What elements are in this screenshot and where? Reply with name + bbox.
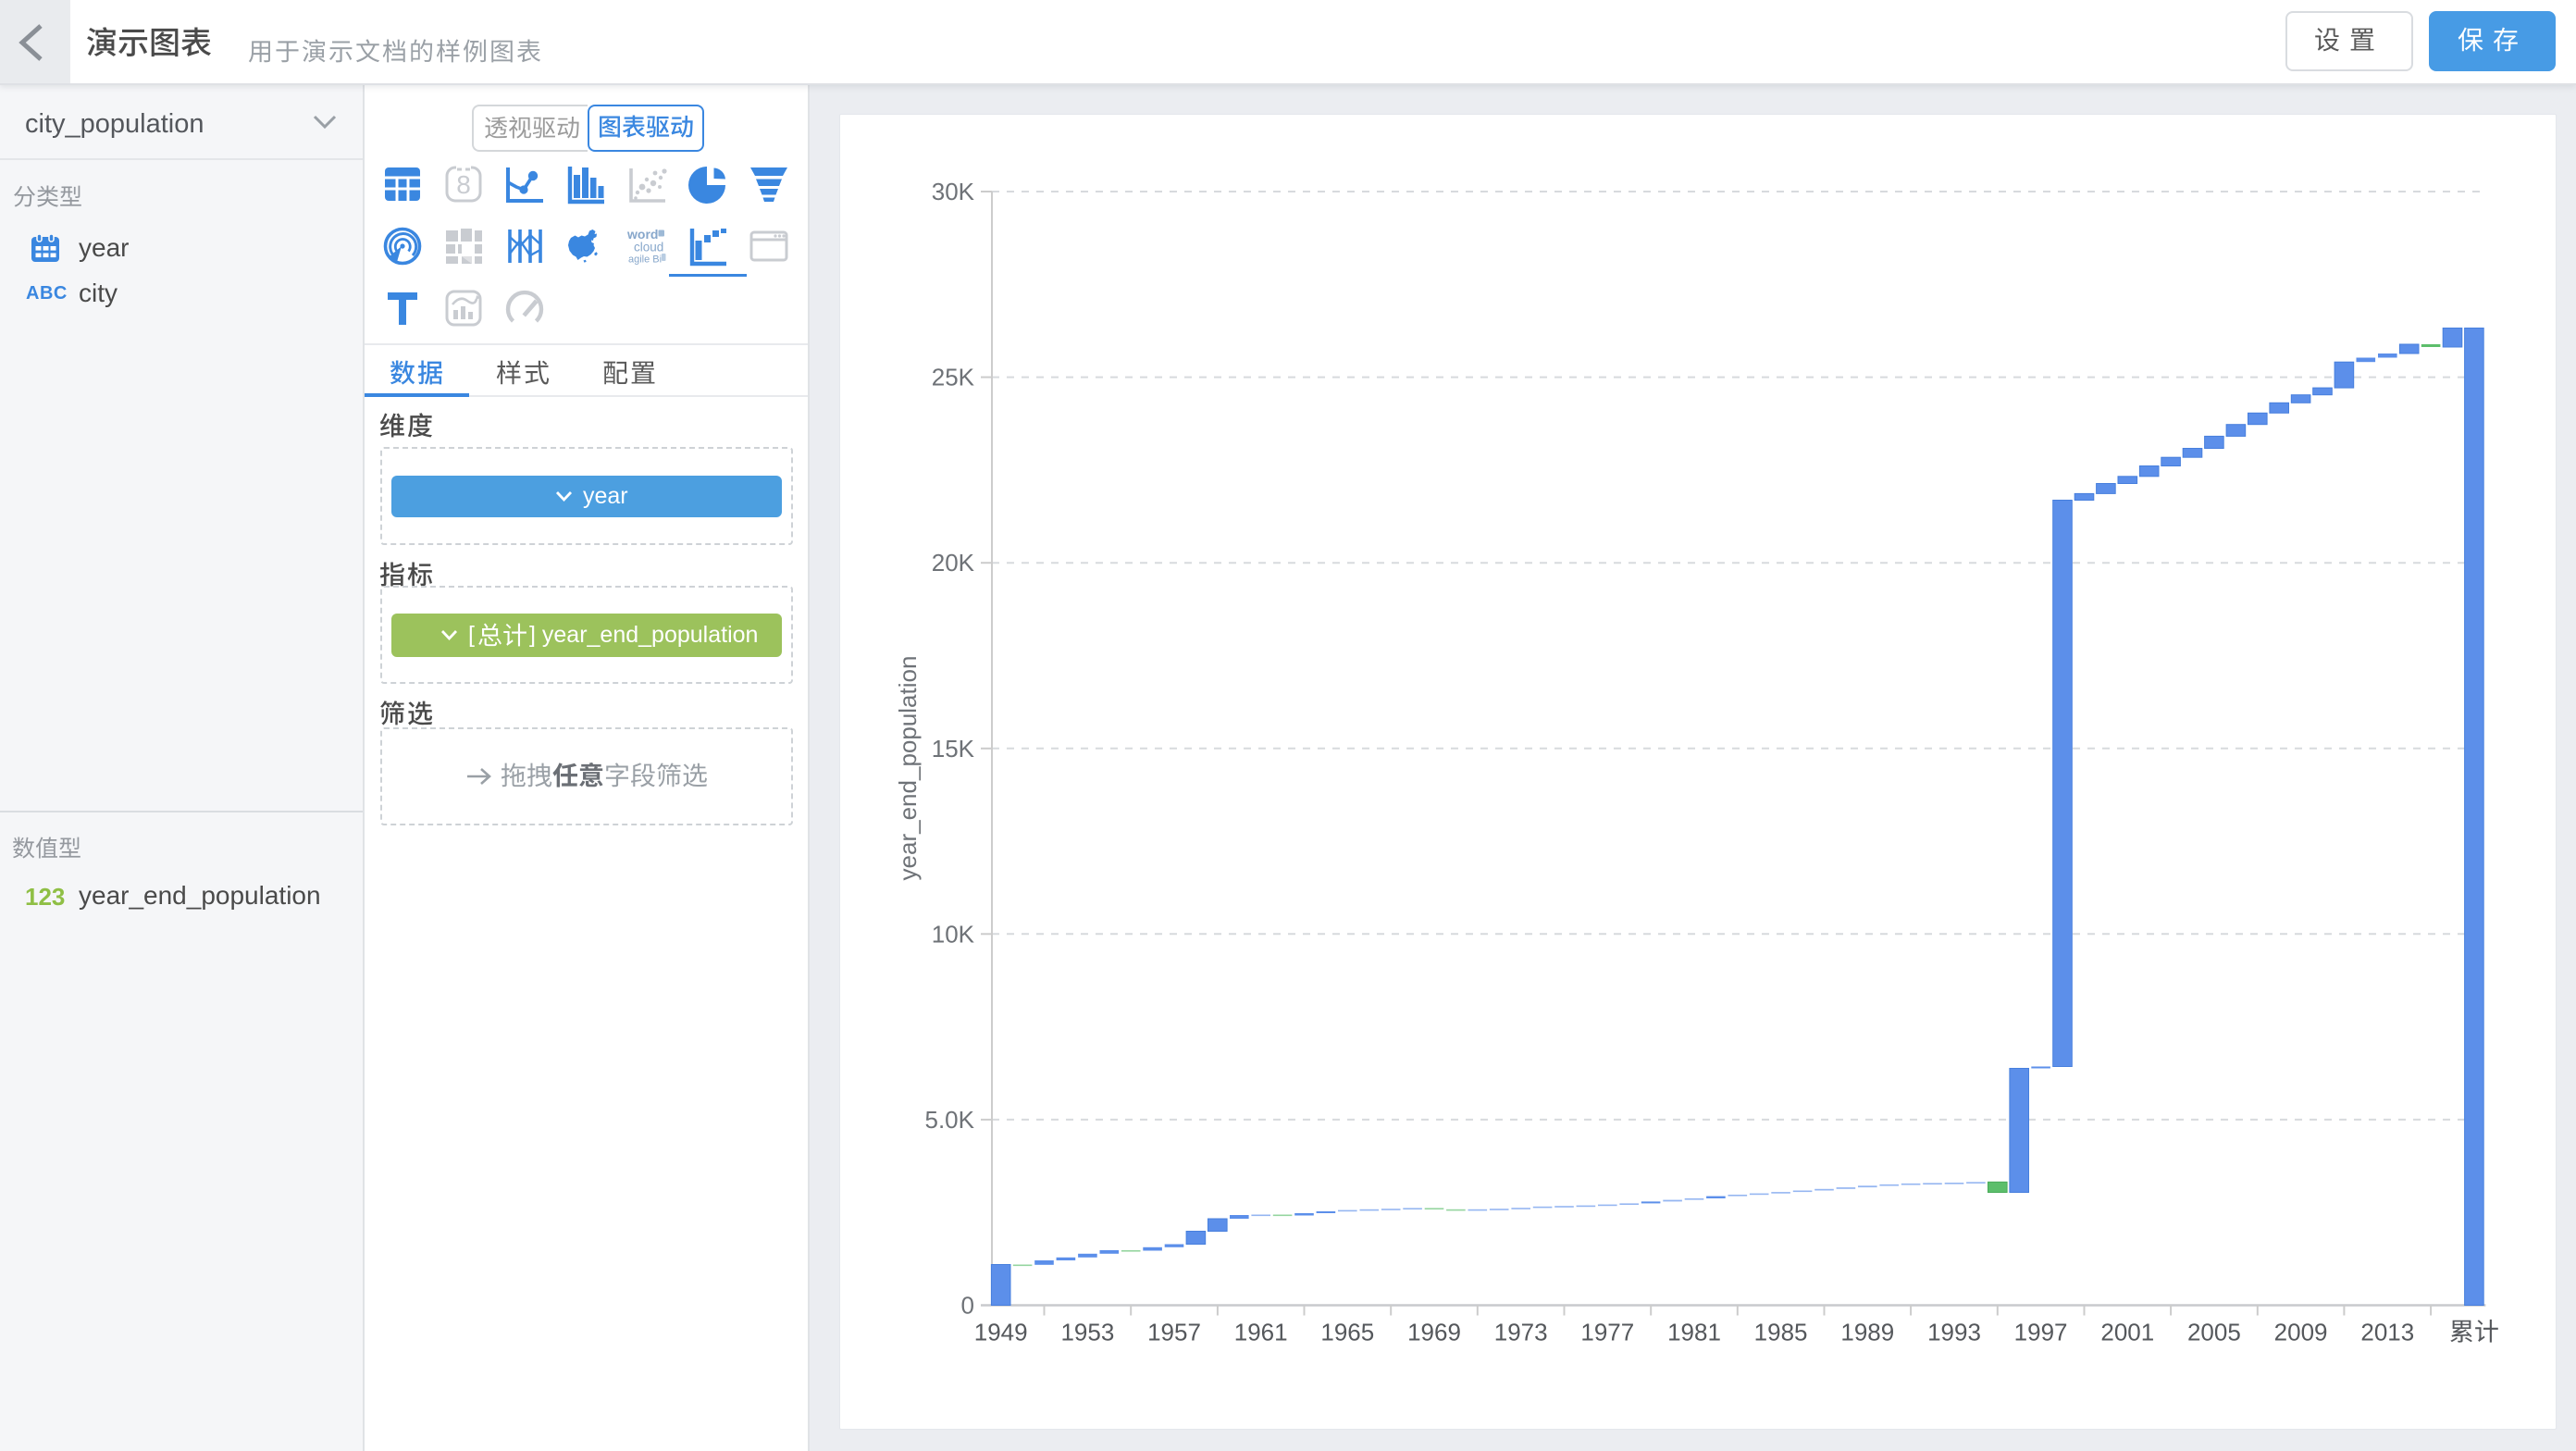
svg-text:1981: 1981: [1667, 1319, 1721, 1346]
svg-text:1993: 1993: [1927, 1319, 1981, 1346]
svg-text:1961: 1961: [1234, 1319, 1288, 1346]
svg-text:word: word: [626, 227, 658, 242]
svg-text:1965: 1965: [1320, 1319, 1374, 1346]
svg-text:5.0K: 5.0K: [925, 1106, 975, 1134]
svg-text:0: 0: [961, 1292, 974, 1320]
svg-text:1977: 1977: [1580, 1319, 1634, 1346]
svg-text:30K: 30K: [932, 178, 975, 205]
svg-text:agile Bi: agile Bi: [628, 254, 662, 266]
svg-text:2005: 2005: [2187, 1319, 2241, 1346]
svg-text:year_end_population: year_end_population: [894, 656, 922, 881]
svg-text:cloud: cloud: [634, 241, 663, 254]
svg-text:1973: 1973: [1494, 1319, 1548, 1346]
svg-text:20K: 20K: [932, 549, 975, 577]
svg-text:1953: 1953: [1060, 1319, 1114, 1346]
svg-text:1985: 1985: [1754, 1319, 1808, 1346]
svg-text:1949: 1949: [974, 1319, 1028, 1346]
svg-text:2013: 2013: [2360, 1319, 2414, 1346]
svg-text:2009: 2009: [2274, 1319, 2328, 1346]
svg-text:1997: 1997: [2014, 1319, 2068, 1346]
svg-text:25K: 25K: [932, 364, 975, 391]
svg-text:1989: 1989: [1840, 1319, 1894, 1346]
svg-text:10K: 10K: [932, 920, 975, 948]
svg-text:2001: 2001: [2100, 1319, 2154, 1346]
svg-text:1969: 1969: [1407, 1319, 1461, 1346]
svg-text:15K: 15K: [932, 735, 975, 763]
svg-text:8: 8: [456, 170, 471, 199]
svg-text:1957: 1957: [1147, 1319, 1201, 1346]
